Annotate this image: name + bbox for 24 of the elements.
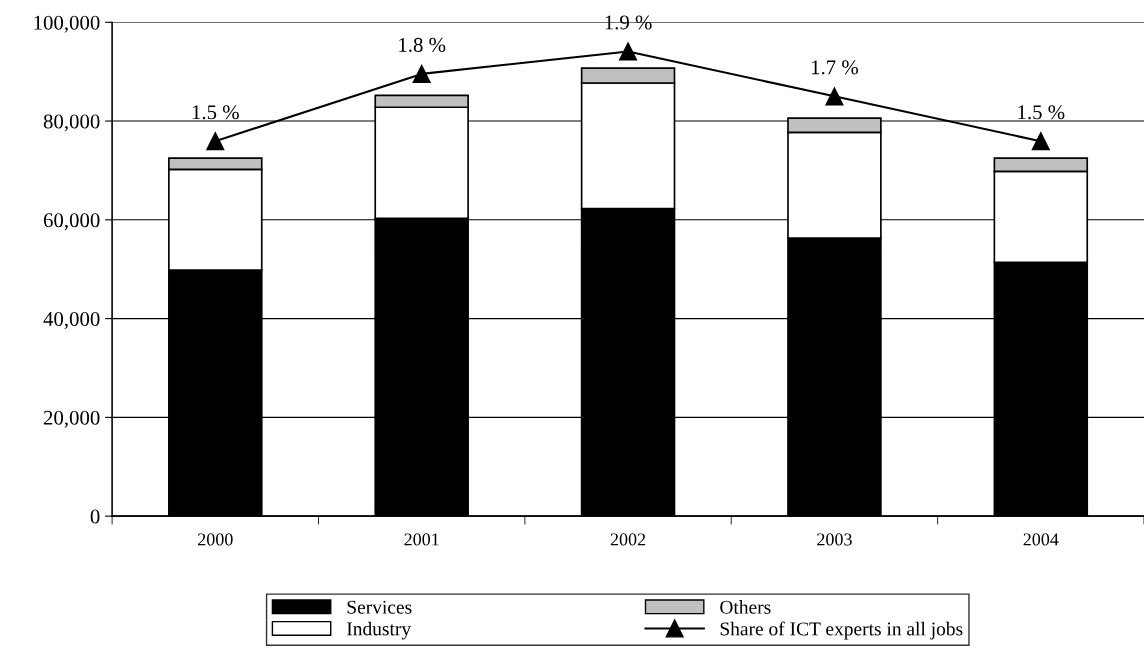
point bbox=[412, 64, 431, 83]
data-label: 1.5 % bbox=[192, 105, 239, 120]
y-tick-label: 100,000 bbox=[34, 15, 100, 33]
data-label: 1.8 % bbox=[399, 37, 446, 52]
point bbox=[206, 132, 225, 151]
y-tick-label: 60,000 bbox=[43, 213, 100, 231]
point bbox=[825, 87, 844, 106]
y-tick-label: 80,000 bbox=[43, 114, 100, 132]
x-tick-label: 2001 bbox=[404, 533, 439, 546]
data-label: 1.7 % bbox=[811, 60, 859, 75]
legend-label: Others bbox=[720, 600, 771, 614]
y-tick-label: 40,000 bbox=[43, 311, 100, 330]
point bbox=[1031, 132, 1050, 151]
legend-label: Share of ICT experts in all jobs bbox=[720, 621, 963, 640]
data-label: 1.5 % bbox=[1018, 105, 1065, 120]
x-tick-label: 2000 bbox=[198, 533, 233, 546]
point bbox=[619, 42, 638, 61]
x-tick-label: 2004 bbox=[1023, 533, 1059, 546]
legend-label: Services bbox=[347, 600, 412, 614]
x-tick-label: 2003 bbox=[817, 533, 852, 546]
legend-label: Industry bbox=[346, 621, 412, 640]
y-tick-label: 20,000 bbox=[43, 410, 100, 428]
y-tick-label: 0 bbox=[90, 509, 100, 524]
x-tick-label: 2002 bbox=[610, 533, 646, 546]
